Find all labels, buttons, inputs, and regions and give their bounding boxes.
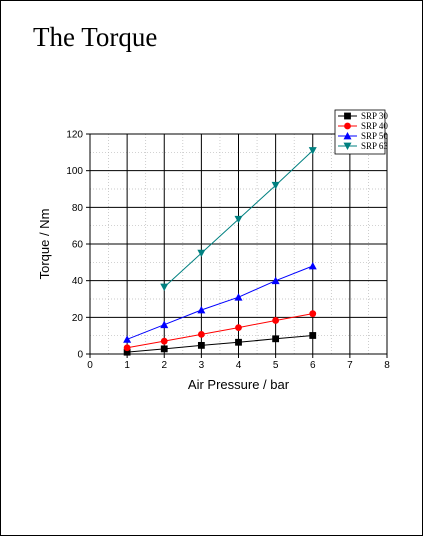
legend-marker [343,142,352,150]
x-tick-label: 3 [199,360,205,371]
data-point [308,262,317,270]
legend-label: SRP 63 [361,141,388,151]
x-tick-label: 8 [384,360,390,371]
data-point [197,306,206,314]
x-tick-label: 6 [310,360,316,371]
y-tick-label: 120 [66,130,83,141]
x-tick-label: 2 [161,360,167,371]
legend-item: SRP 30 [338,111,388,121]
data-point [123,348,131,356]
x-tick-label: 1 [124,360,130,371]
data-point [309,332,317,339]
data-point [234,215,243,224]
data-point [160,345,168,353]
data-point [160,337,168,345]
data-point [123,335,132,343]
data-point [197,341,205,349]
legend-box [334,109,386,155]
y-tick-label: 80 [72,203,84,214]
data-point [235,324,242,331]
legend-label: SRP 50 [361,131,388,141]
legend-marker [344,122,351,130]
page-title: The Torque [33,22,158,52]
series-line [127,334,313,353]
x-tick-label: 7 [347,360,353,371]
legend-label: SRP 30 [361,111,388,121]
series-line [127,313,313,349]
legend-label: SRP 40 [361,121,388,131]
data-point [197,249,206,258]
legend-item: SRP 40 [338,121,388,131]
x-tick-label: 0 [87,360,93,371]
series-srp-63 [160,147,317,292]
major-grid [90,133,388,354]
x-tick-label: 4 [236,360,242,371]
y-tick-label: 20 [72,313,84,324]
x-axis-label: Air Pressure / bar [188,377,290,392]
data-point [197,330,205,338]
series-srp-40 [123,310,317,352]
series-srp-50 [123,262,317,343]
data-point [160,320,169,329]
data-point [309,310,317,318]
y-tick-label: 0 [77,350,83,361]
data-point [234,293,243,301]
y-tick-label: 60 [72,240,84,251]
legend-marker [343,132,352,140]
y-tick-label: 40 [72,276,84,287]
data-point [308,147,317,155]
data-point [123,344,131,352]
data-point [272,335,280,343]
data-point [272,317,280,324]
data-point [235,338,242,346]
series-srp-30 [123,332,317,356]
series-line [126,265,313,340]
x-tick-label: 5 [273,360,279,371]
data-point [271,276,280,285]
data-point [271,181,280,190]
legend-item: SRP 63 [338,141,388,151]
y-axis-label: Torque / Nm [37,209,52,280]
y-tick-label: 100 [66,166,83,177]
legend-marker [344,112,351,120]
legend-item: SRP 50 [338,131,388,141]
data-point [160,283,169,292]
